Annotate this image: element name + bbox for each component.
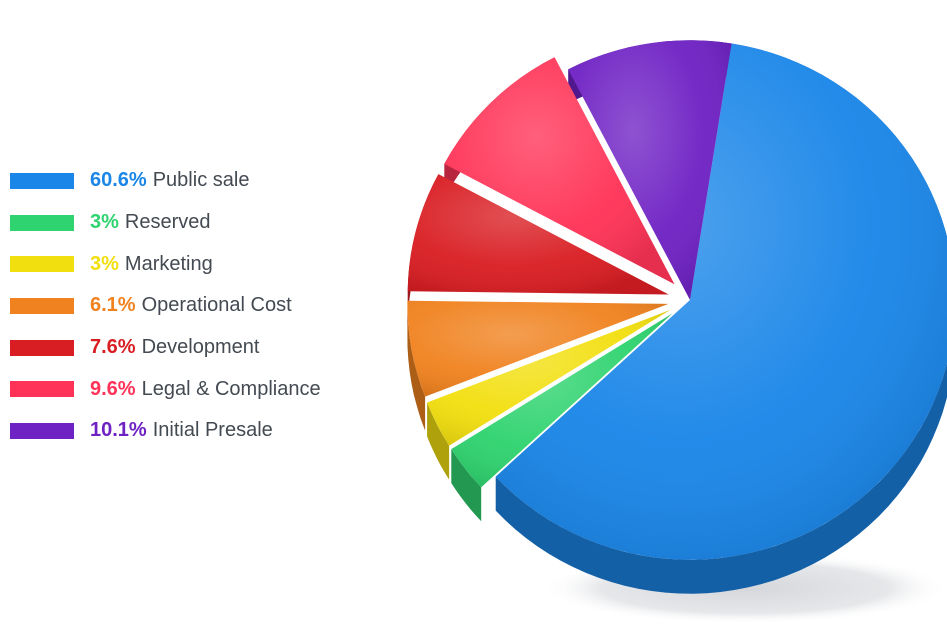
legend-item-initial-presale: 10.1% Initial Presale xyxy=(10,410,370,452)
legend-value: 6.1% xyxy=(90,294,136,317)
legend-item-reserved: 3% Reserved xyxy=(10,202,370,244)
legend-value: 10.1% xyxy=(90,419,147,442)
pie-slice-gloss xyxy=(407,300,669,397)
legend-swatch xyxy=(10,297,74,314)
legend-value: 7.6% xyxy=(90,336,136,359)
legend-swatch xyxy=(10,422,74,439)
legend-item-operational-cost: 6.1% Operational Cost xyxy=(10,285,370,327)
legend-label: Initial Presale xyxy=(152,419,273,442)
pie-slice-gloss xyxy=(427,309,671,446)
legend-value: 3% xyxy=(90,211,119,234)
legend-item-development: 7.6% Development xyxy=(10,327,370,369)
pie-slice-gloss xyxy=(568,40,732,301)
legend-label: Operational Cost xyxy=(141,294,292,317)
pie-side-marketing xyxy=(427,402,450,480)
chart-legend: 60.6% Public sale 3% Reserved 3% Marketing 6.1… xyxy=(10,160,370,452)
legend-label: Marketing xyxy=(124,252,213,275)
legend-value: 3% xyxy=(90,252,119,275)
legend-label: Development xyxy=(141,336,260,359)
legend-swatch xyxy=(10,381,74,398)
legend-label: Legal & Compliance xyxy=(141,377,321,400)
legend-label: Public sale xyxy=(152,169,250,192)
pie-slice-gloss xyxy=(451,313,673,488)
pie-slice-gloss xyxy=(407,174,669,295)
legend-swatch xyxy=(10,256,74,273)
pie-top-faces xyxy=(407,40,947,560)
legend-item-marketing: 3% Marketing xyxy=(10,243,370,285)
legend-label: Reserved xyxy=(124,211,211,234)
legend-item-public-sale: 60.6% Public sale xyxy=(10,160,370,202)
legend-swatch xyxy=(10,172,74,189)
pie-slice-gloss xyxy=(495,43,947,560)
pie-side-public-sale xyxy=(495,43,947,594)
legend-item-legal-and-compliance: 9.6% Legal & Compliance xyxy=(10,368,370,410)
legend-value: 60.6% xyxy=(90,169,147,192)
pie-slice-gloss xyxy=(444,57,675,285)
legend-swatch xyxy=(10,339,74,356)
pie-side-operational-cost xyxy=(407,300,426,431)
pie-side-reserved xyxy=(451,449,482,522)
legend-swatch xyxy=(10,214,74,231)
legend-value: 9.6% xyxy=(90,377,136,400)
